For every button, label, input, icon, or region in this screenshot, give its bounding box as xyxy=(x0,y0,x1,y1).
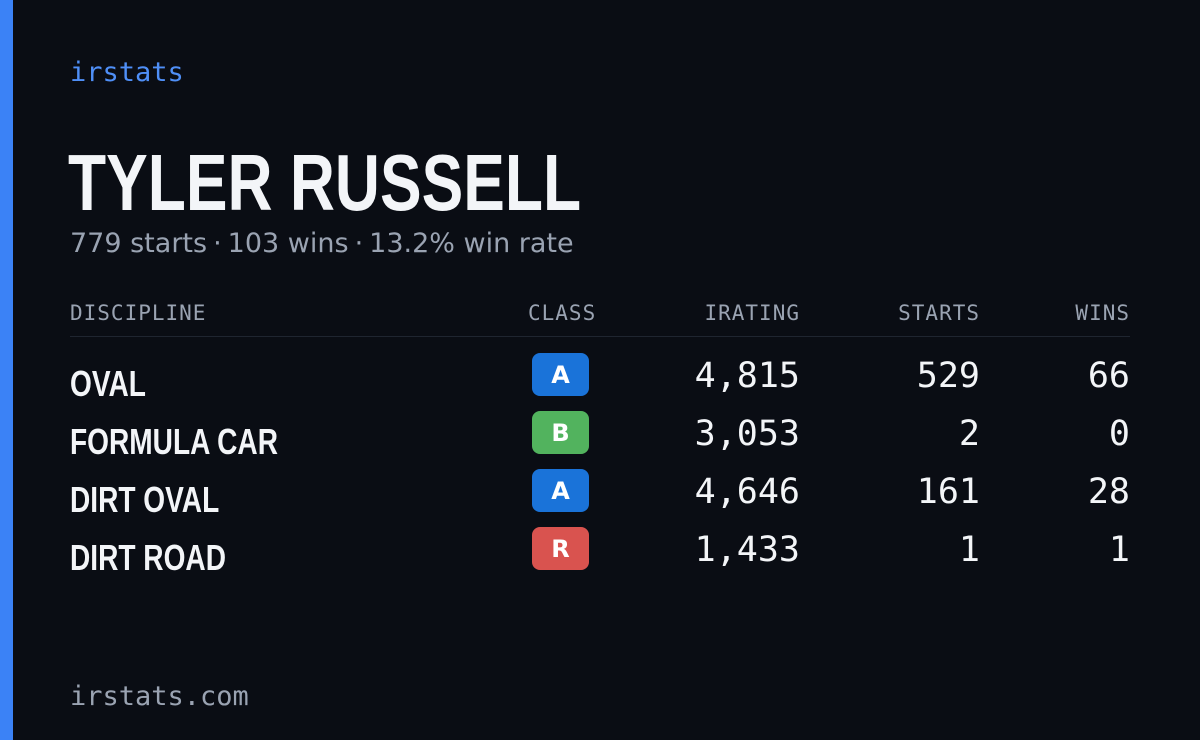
discipline-table: DISCIPLINE CLASS IRATING STARTS WINS OVA… xyxy=(70,298,1130,585)
starts-value: 529 xyxy=(916,356,980,396)
starts-value: 161 xyxy=(916,472,980,512)
class-badge: A xyxy=(532,469,589,512)
accent-bar xyxy=(0,0,13,740)
brand-logo-text: irstats xyxy=(70,57,184,88)
discipline-name: DIRT ROAD xyxy=(70,537,226,578)
table-row: DIRT ROAD R 1,433 1 1 xyxy=(70,527,1130,585)
header-discipline: DISCIPLINE xyxy=(70,301,207,325)
wins-summary: 103 wins xyxy=(227,228,349,259)
irating-value: 4,815 xyxy=(694,356,800,396)
irating-value: 3,053 xyxy=(694,414,800,454)
discipline-name: OVAL xyxy=(70,363,146,404)
discipline-name: FORMULA CAR xyxy=(70,421,278,462)
starts-value: 2 xyxy=(958,414,980,454)
table-header: DISCIPLINE CLASS IRATING STARTS WINS xyxy=(70,298,1130,337)
driver-name: TYLER RUSSELL xyxy=(68,138,582,227)
driver-summary: 779 starts · 103 wins · 13.2% win rate xyxy=(70,226,574,262)
wins-value: 0 xyxy=(1108,414,1130,454)
header-irating: IRATING xyxy=(704,301,800,325)
wins-value: 28 xyxy=(1087,472,1130,512)
table-body: OVAL A 4,815 529 66 FORMULA CAR B 3,053 … xyxy=(70,337,1130,585)
irating-value: 1,433 xyxy=(694,530,800,570)
header-starts: STARTS xyxy=(898,301,980,325)
starts-summary: 779 starts xyxy=(70,228,208,259)
winrate-summary: 13.2% win rate xyxy=(369,228,574,259)
separator: · xyxy=(354,228,364,259)
header-wins: WINS xyxy=(1075,301,1130,325)
table-row: FORMULA CAR B 3,053 2 0 xyxy=(70,411,1130,469)
wins-value: 66 xyxy=(1087,356,1130,396)
footer-url: irstats.com xyxy=(70,681,249,712)
table-row: DIRT OVAL A 4,646 161 28 xyxy=(70,469,1130,527)
irating-value: 4,646 xyxy=(694,472,800,512)
class-badge: A xyxy=(532,353,589,396)
wins-value: 1 xyxy=(1108,530,1130,570)
discipline-name: DIRT OVAL xyxy=(70,479,220,520)
class-badge: R xyxy=(532,527,589,570)
class-badge: B xyxy=(532,411,589,454)
table-row: OVAL A 4,815 529 66 xyxy=(70,353,1130,411)
header-class: CLASS xyxy=(528,301,597,325)
separator: · xyxy=(213,228,222,259)
starts-value: 1 xyxy=(958,530,980,570)
